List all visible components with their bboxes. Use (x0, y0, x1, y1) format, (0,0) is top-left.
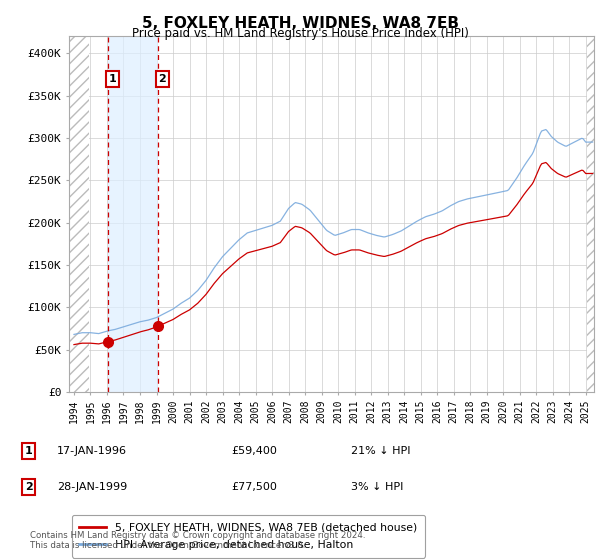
Bar (107, 36, 158, 392)
Text: 2: 2 (158, 74, 166, 84)
Text: £59,400: £59,400 (231, 446, 277, 456)
Bar (69, 36, 89, 392)
Text: 2: 2 (25, 482, 32, 492)
Bar (587, 36, 594, 392)
Text: 1: 1 (25, 446, 32, 456)
Text: £77,500: £77,500 (231, 482, 277, 492)
Text: 1: 1 (109, 74, 116, 84)
Legend: 5, FOXLEY HEATH, WIDNES, WA8 7EB (detached house), HPI: Average price, detached : 5, FOXLEY HEATH, WIDNES, WA8 7EB (detach… (72, 515, 425, 558)
Text: 28-JAN-1999: 28-JAN-1999 (57, 482, 127, 492)
Text: 17-JAN-1996: 17-JAN-1996 (57, 446, 127, 456)
Text: 5, FOXLEY HEATH, WIDNES, WA8 7EB: 5, FOXLEY HEATH, WIDNES, WA8 7EB (142, 16, 458, 31)
Text: Price paid vs. HM Land Registry's House Price Index (HPI): Price paid vs. HM Land Registry's House … (131, 27, 469, 40)
Text: 21% ↓ HPI: 21% ↓ HPI (351, 446, 410, 456)
Text: Contains HM Land Registry data © Crown copyright and database right 2024.
This d: Contains HM Land Registry data © Crown c… (30, 530, 365, 550)
Text: 3% ↓ HPI: 3% ↓ HPI (351, 482, 403, 492)
